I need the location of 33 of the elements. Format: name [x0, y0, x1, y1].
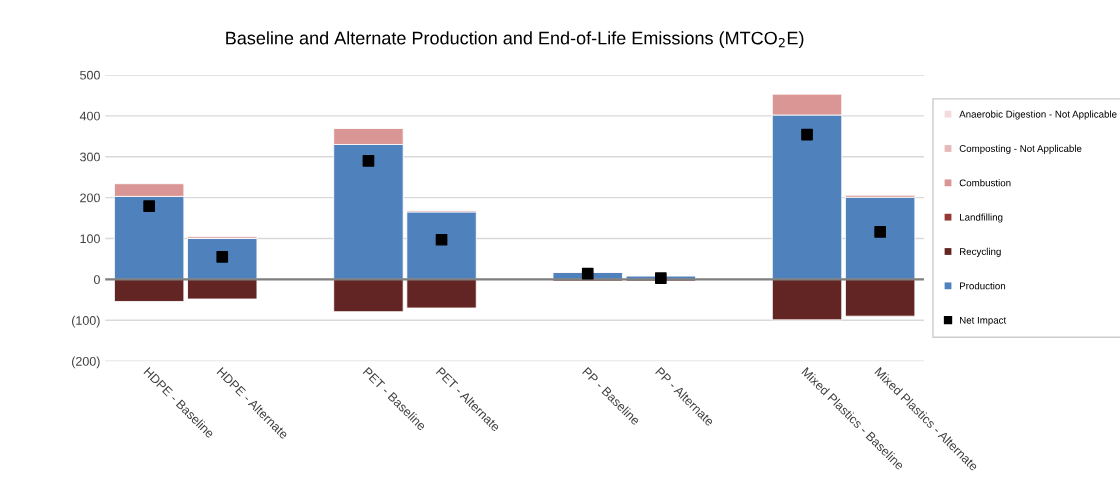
legend-label: Production: [960, 282, 1006, 290]
chart-title: Baseline and Alternate Production and End-of-Life Emissions (MTCO$_{2}$E): [226, 31, 804, 49]
legend-label: Landfilling: [960, 213, 1003, 223]
bar: [333, 278, 404, 313]
bar: [406, 278, 477, 309]
y-tick-label: 100: [80, 234, 100, 244]
legend-label: Composting - Not Applicable: [959, 144, 1082, 154]
y-tick-label: (100): [72, 315, 100, 328]
bar: [187, 278, 258, 300]
y-tick-label: 300: [80, 152, 100, 162]
point: [581, 267, 594, 280]
y-tick-label: 0: [93, 275, 100, 285]
point: [654, 272, 667, 284]
point: [362, 154, 375, 167]
y-tick-label: 400: [79, 111, 100, 121]
bar: [845, 196, 916, 280]
point: [216, 251, 229, 263]
bar: [845, 278, 916, 317]
bar: [406, 211, 477, 280]
point: [435, 233, 448, 246]
point: [143, 200, 155, 213]
legend-label: Combustion: [959, 179, 1011, 187]
legend-label: Recycling: [960, 247, 1001, 257]
y-tick-label: 200: [80, 193, 100, 203]
bar: [187, 238, 258, 280]
legend-label: Anaerobic Digestion - Not Applicable: [959, 110, 1117, 120]
y-tick-label: 500: [80, 70, 100, 80]
y-tick-label: (200): [72, 356, 100, 369]
bar: [114, 278, 185, 302]
point: [801, 128, 813, 141]
legend-label: Net Impact: [960, 316, 1007, 326]
bar: [771, 278, 843, 321]
point: [874, 226, 886, 238]
